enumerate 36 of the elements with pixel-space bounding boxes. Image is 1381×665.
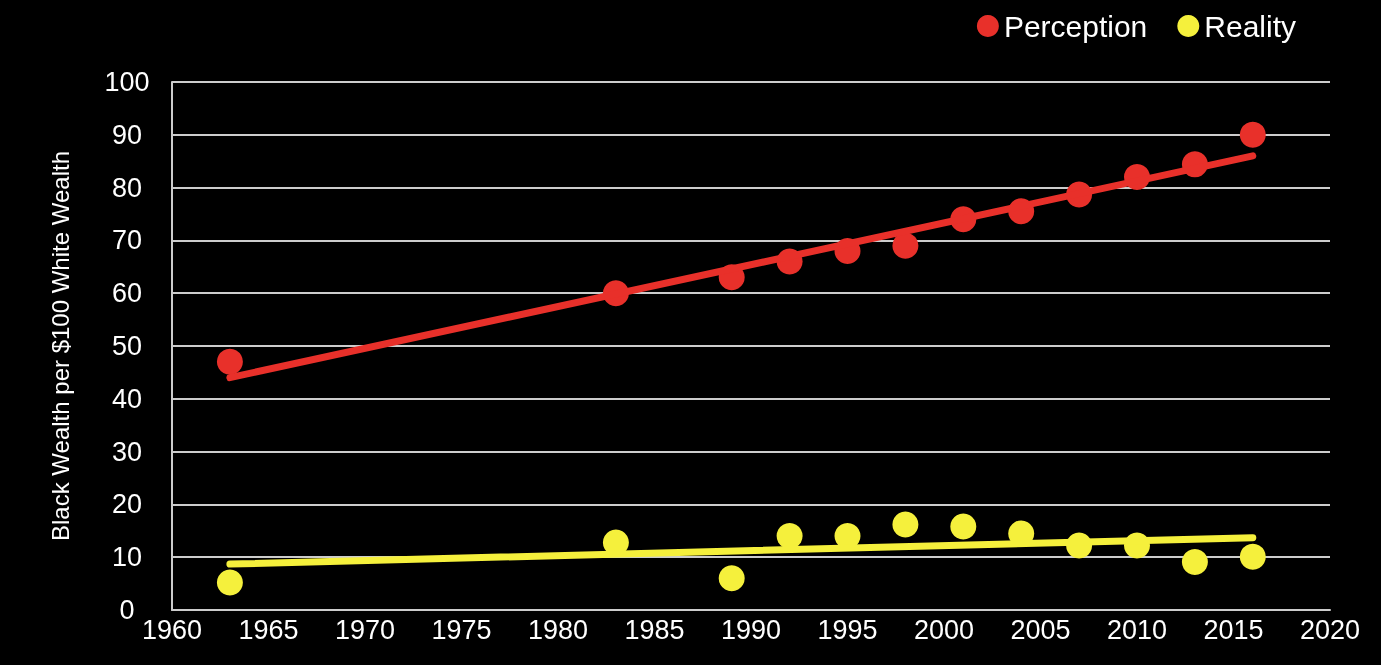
x-tick-label: 1985 [624,614,685,645]
y-tick-label: 70 [111,225,143,256]
x-tick-label: 1980 [527,614,589,645]
y-tick-label: 20 [111,489,143,520]
x-tick-label: 1970 [334,614,396,645]
point [718,565,745,592]
point [892,511,919,538]
y-tick-label: 60 [111,278,143,309]
x-tick-label: 1995 [817,614,878,645]
x-tick-label: 1990 [720,614,782,645]
point [216,569,243,596]
legend-label: Reality [1204,9,1296,43]
y-tick-label: 90 [111,119,143,150]
y-axis-title: Black Wealth per $100 White Wealth [46,151,74,541]
x-tick-label: 2020 [1299,614,1361,645]
x-tick-label: 1960 [141,614,203,645]
point [950,513,977,540]
x-tick-label: 1975 [431,614,492,645]
y-tick-label: 30 [111,436,143,467]
x-tick-label: 2005 [1010,614,1071,645]
y-tick-label: 50 [111,331,143,361]
point [1239,121,1266,148]
y-tick-label: 80 [111,172,143,203]
x-tick-label: 2000 [913,614,975,645]
y-tick-label: 10 [111,542,143,573]
point [216,348,243,375]
point [1181,548,1208,575]
x-tick-label: 1965 [238,614,299,645]
y-tick-label: 100 [104,67,150,97]
point [1239,543,1266,570]
x-tick-label: 2015 [1203,614,1264,645]
y-tick-label: 0 [119,595,135,625]
x-tick-label: 2010 [1106,614,1168,645]
legend-label: Perception [1003,9,1148,43]
point [892,232,919,259]
y-tick-label: 40 [111,383,143,414]
